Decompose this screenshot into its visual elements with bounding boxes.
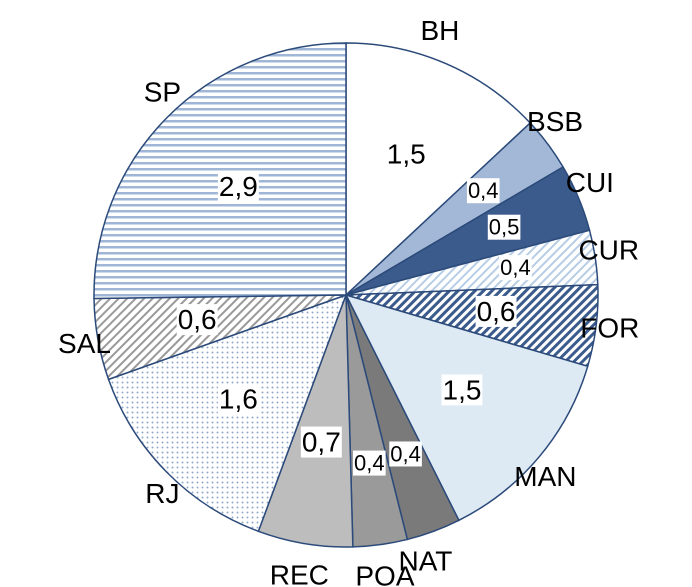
value-label: 1,5: [387, 139, 426, 170]
category-label: BH: [420, 15, 459, 46]
pie-slice: [345, 42, 532, 297]
category-label: CUI: [566, 167, 614, 198]
pie-slice: [93, 42, 347, 300]
value-label: 0,4: [500, 255, 531, 280]
category-label: SP: [144, 77, 181, 108]
value-label: 0,4: [468, 178, 499, 203]
category-label: MAN: [514, 461, 576, 492]
pie-slice: [344, 293, 589, 522]
value-label: 0,6: [477, 296, 516, 327]
value-label: 0,6: [178, 304, 217, 335]
category-label: NAT: [398, 546, 452, 577]
value-label: 0,4: [354, 451, 385, 476]
category-label: RJ: [145, 478, 179, 509]
category-label: FOR: [580, 312, 639, 343]
value-label: 2,9: [219, 171, 258, 202]
value-label: 0,4: [390, 441, 421, 466]
value-label: 1,6: [219, 384, 258, 415]
category-label: POA: [355, 561, 414, 587]
value-label: 0,7: [302, 427, 341, 458]
category-label: BSB: [527, 106, 583, 137]
value-label: 1,5: [443, 374, 482, 405]
category-label: REC: [270, 560, 329, 587]
category-label: SAL: [58, 328, 111, 359]
value-label: 0,5: [489, 215, 520, 240]
category-label: CUR: [578, 235, 639, 266]
